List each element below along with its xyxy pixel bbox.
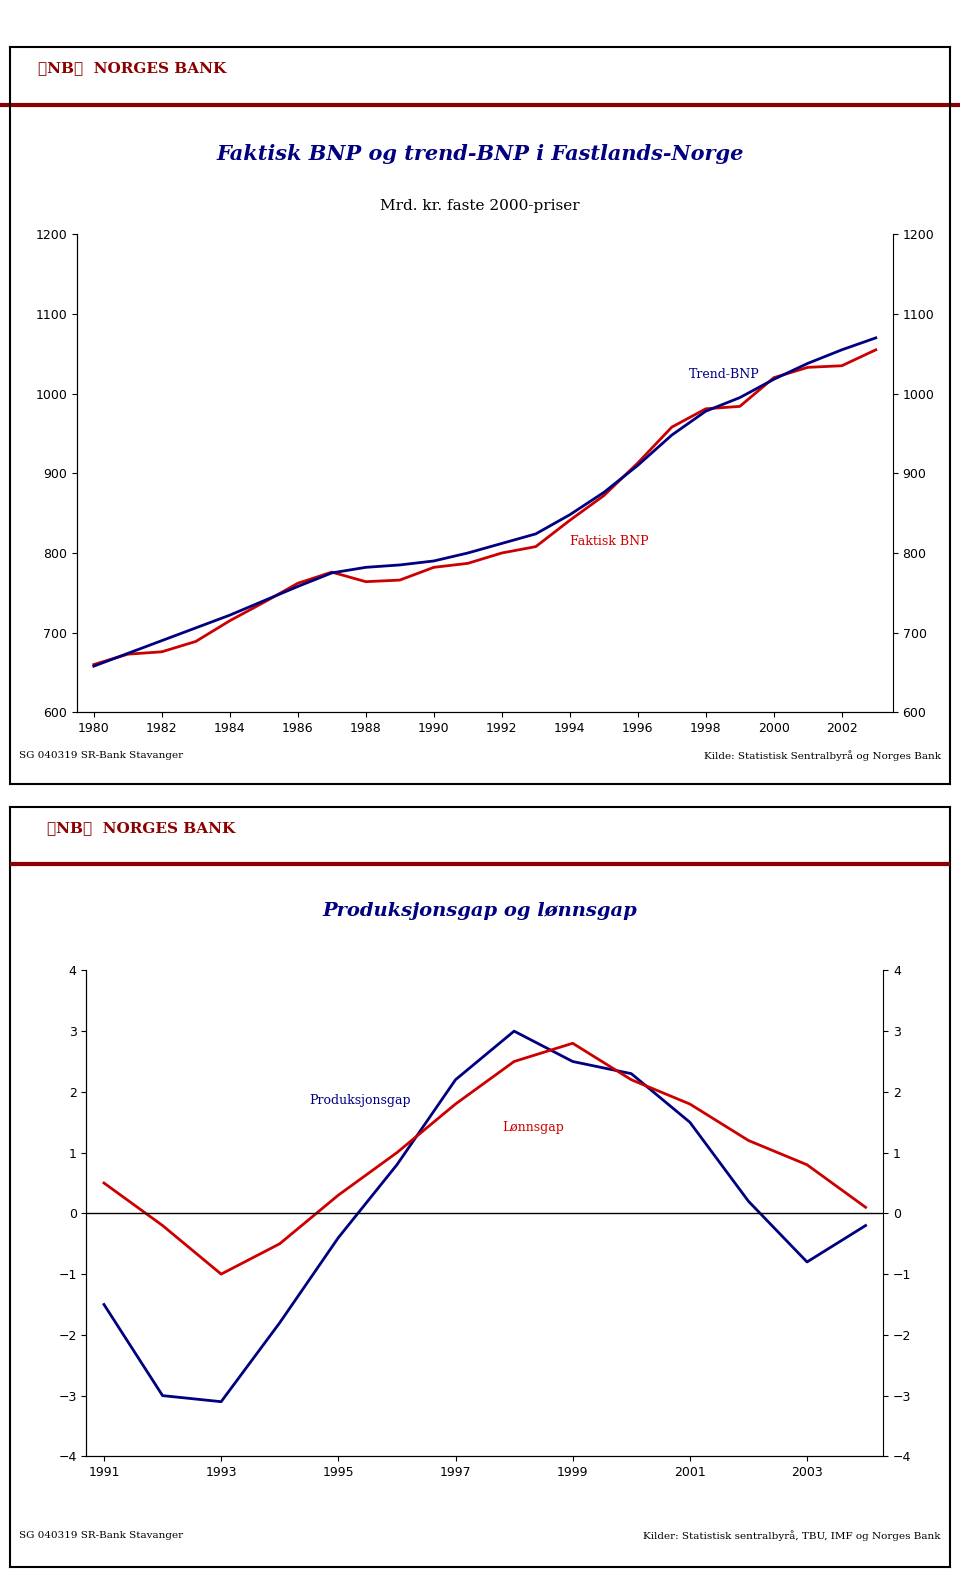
Text: Faktisk BNP: Faktisk BNP	[570, 535, 648, 548]
Text: SG 040319 SR-Bank Stavanger: SG 040319 SR-Bank Stavanger	[19, 1531, 183, 1540]
Text: Kilder: Statistisk sentralbyrå, TBU, IMF og Norges Bank: Kilder: Statistisk sentralbyrå, TBU, IMF…	[643, 1531, 941, 1540]
Text: Trend-BNP: Trend-BNP	[689, 367, 759, 380]
Text: ✹NB✹  NORGES BANK: ✹NB✹ NORGES BANK	[47, 822, 235, 836]
Text: Produksjonsgap: Produksjonsgap	[309, 1094, 411, 1107]
Text: Mrd. kr. faste 2000-priser: Mrd. kr. faste 2000-priser	[380, 199, 580, 214]
Text: Faktisk BNP og trend-BNP i Fastlands-Norge: Faktisk BNP og trend-BNP i Fastlands-Nor…	[216, 144, 744, 165]
Text: Lønnsgap: Lønnsgap	[502, 1121, 564, 1135]
Text: SG 040319 SR-Bank Stavanger: SG 040319 SR-Bank Stavanger	[19, 752, 183, 760]
Text: Produksjonsgap og lønnsgap: Produksjonsgap og lønnsgap	[323, 902, 637, 920]
Text: ✹NB✹  NORGES BANK: ✹NB✹ NORGES BANK	[38, 62, 227, 76]
Text: Kilde: Statistisk Sentralbyrå og Norges Bank: Kilde: Statistisk Sentralbyrå og Norges …	[704, 750, 941, 761]
